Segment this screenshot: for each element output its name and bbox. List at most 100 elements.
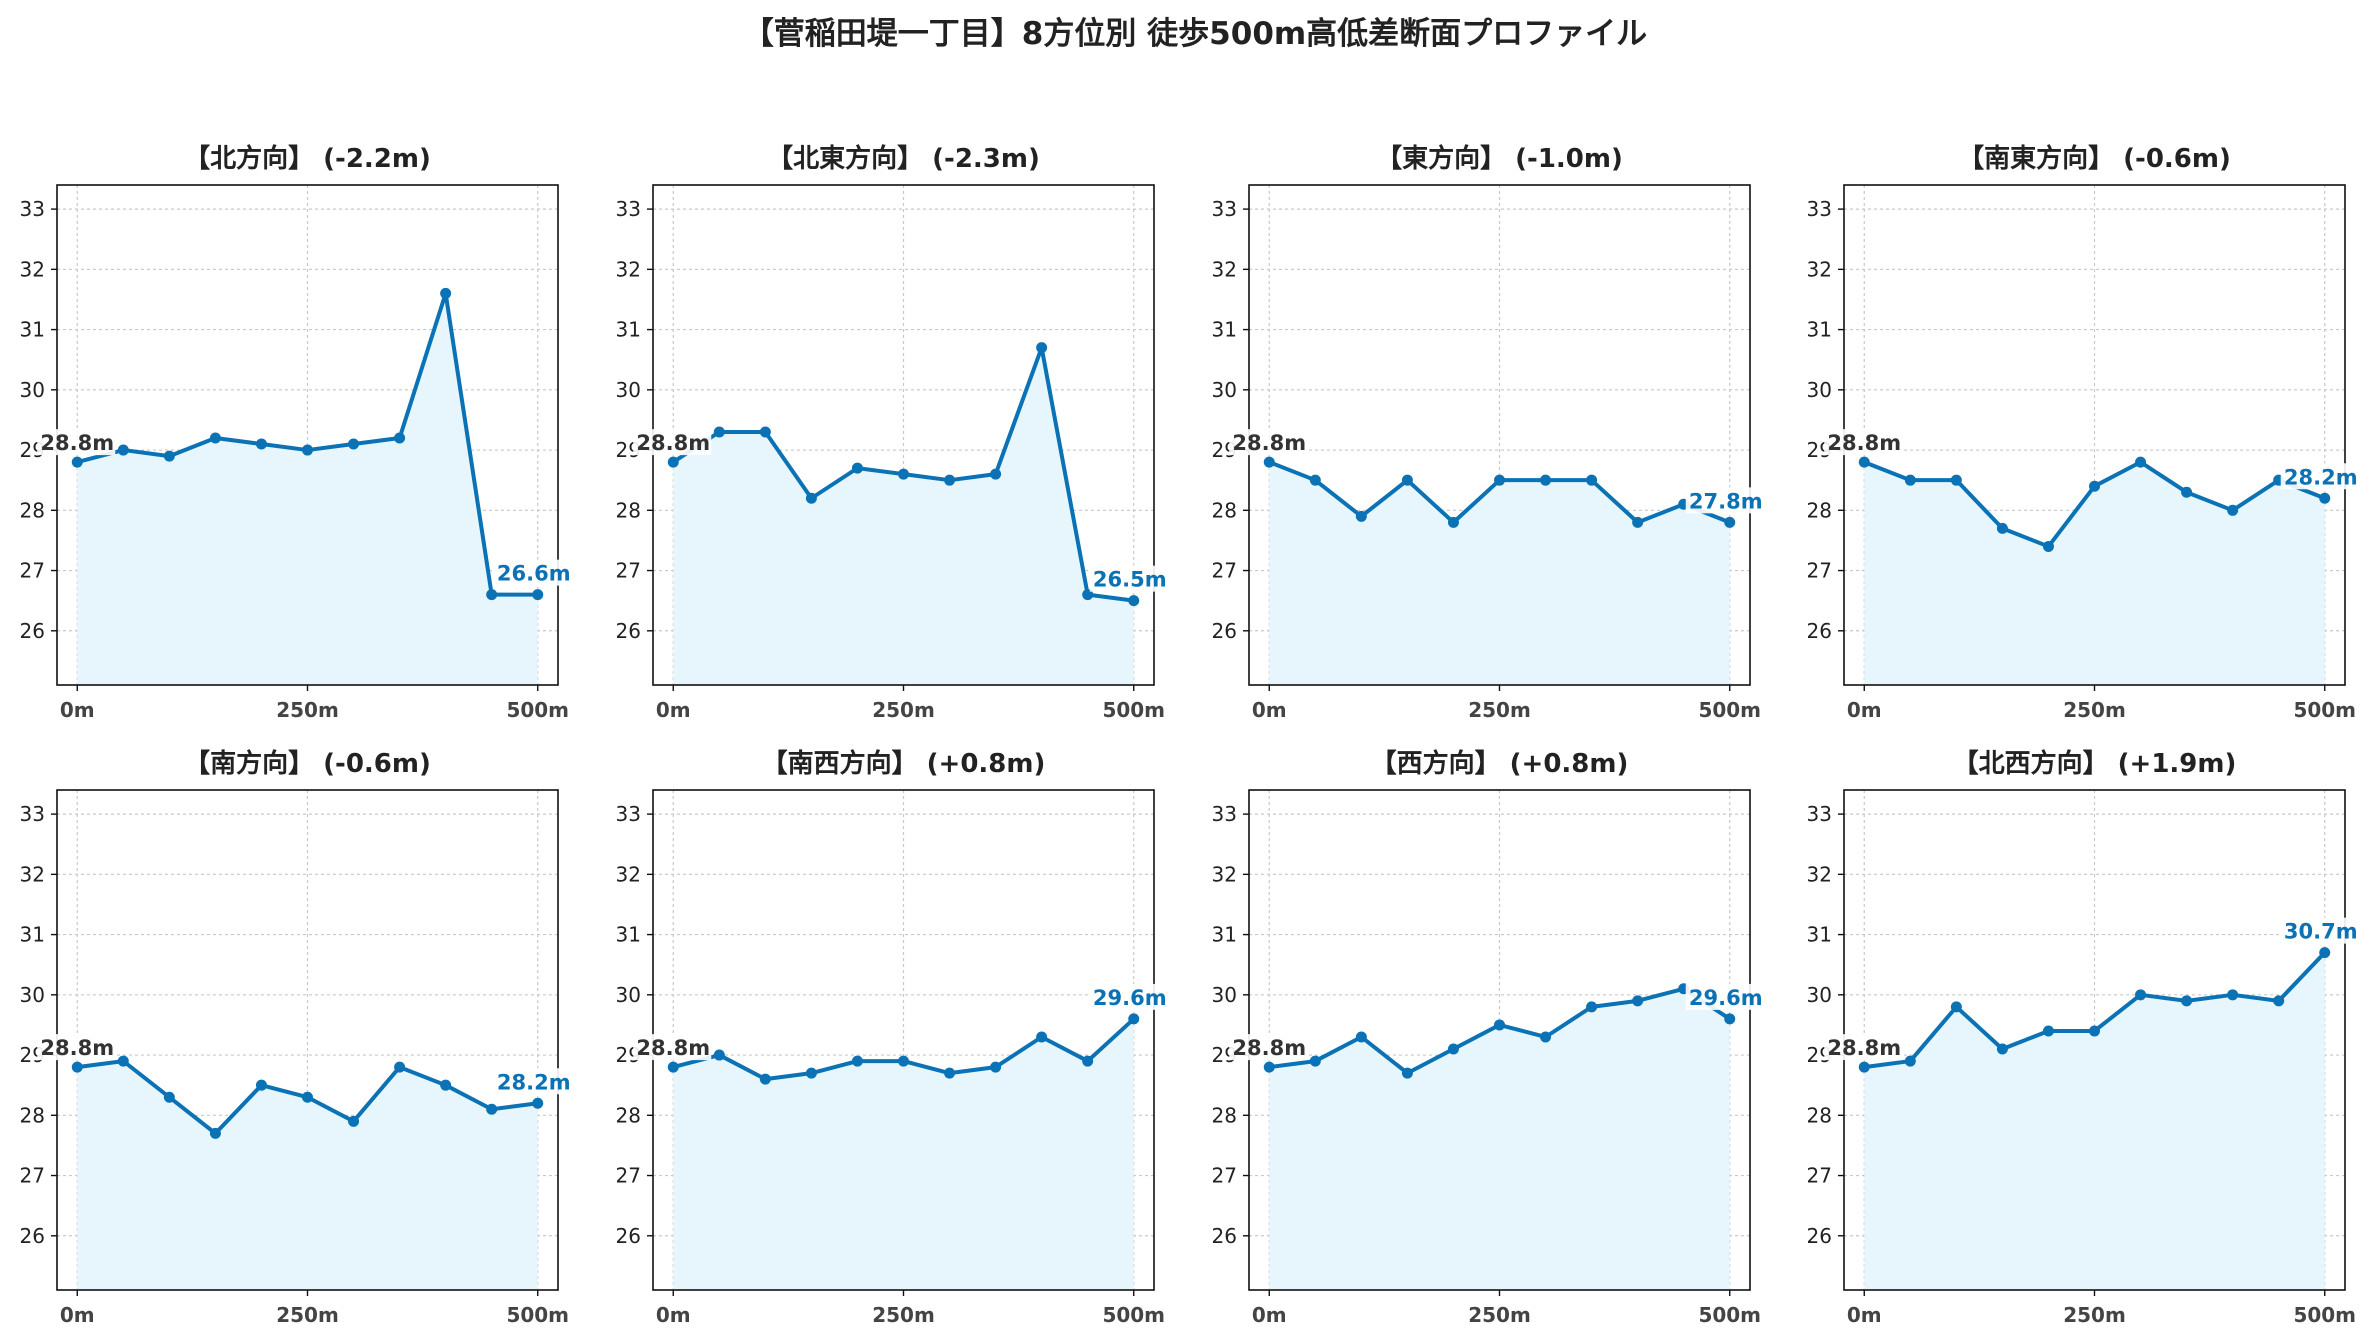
y-tick-label: 32 (20, 862, 45, 886)
data-point (759, 1073, 771, 1085)
y-tick-label: 26 (616, 619, 641, 643)
y-tick-label: 30 (616, 378, 641, 402)
data-point (759, 426, 771, 438)
x-tick-label: 0m (656, 1303, 691, 1327)
data-point (1950, 474, 1962, 486)
data-point (71, 1061, 83, 1073)
y-tick-label: 28 (1807, 498, 1832, 522)
x-tick-label: 500m (506, 698, 569, 722)
start-label-bg (633, 429, 712, 456)
data-point (713, 1049, 725, 1061)
end-label-bg (493, 559, 572, 586)
chart-title: 【北東方向】 (-2.3m) (767, 143, 1040, 174)
x-tick-label: 250m (1468, 1303, 1531, 1327)
area-fill (1269, 988, 1730, 1290)
data-point (1540, 474, 1552, 486)
y-tick-label: 33 (20, 802, 45, 826)
start-elevation-label: 28.8m (1827, 1036, 1901, 1060)
y-tick-label: 28 (616, 1103, 641, 1127)
x-tick-label: 500m (1698, 698, 1761, 722)
start-label-bg (1824, 1034, 1903, 1061)
y-tick-label: 32 (1212, 257, 1237, 281)
data-point (486, 589, 498, 601)
end-label-bg (1685, 983, 1764, 1010)
data-point (805, 1067, 817, 1079)
x-tick-label: 0m (60, 1303, 95, 1327)
chart-title: 【北方向】 (-2.2m) (184, 143, 431, 174)
y-tick-label: 26 (1212, 619, 1237, 643)
y-tick-label: 30 (616, 983, 641, 1007)
data-point (2042, 540, 2054, 552)
end-label-bg (1089, 983, 1168, 1010)
data-point (394, 1061, 406, 1073)
end-elevation-label: 29.6m (1093, 986, 1167, 1010)
data-point (1724, 516, 1736, 528)
area-fill (673, 347, 1134, 685)
data-point (2135, 989, 2147, 1001)
start-elevation-label: 28.8m (1232, 431, 1306, 455)
data-point (209, 1127, 221, 1139)
y-tick-label: 26 (616, 1224, 641, 1248)
start-label-bg (633, 1034, 712, 1061)
data-point (1355, 1031, 1367, 1043)
x-tick-label: 250m (276, 1303, 339, 1327)
data-point (2181, 995, 2193, 1007)
data-point (1904, 1055, 1916, 1067)
data-point (255, 438, 267, 450)
start-label-bg (1229, 1034, 1308, 1061)
data-point (1632, 516, 1644, 528)
data-point (990, 1061, 1002, 1073)
y-tick-label: 26 (1212, 1224, 1237, 1248)
start-elevation-label: 28.8m (636, 1036, 710, 1060)
data-point (348, 438, 360, 450)
x-tick-label: 250m (276, 698, 339, 722)
data-point (1036, 342, 1048, 354)
y-tick-label: 33 (1212, 802, 1237, 826)
chart-title: 【南西方向】 (+0.8m) (762, 748, 1046, 779)
data-point (1858, 456, 1870, 468)
data-point (667, 456, 679, 468)
area-fill (673, 1018, 1134, 1290)
data-point (1309, 1055, 1321, 1067)
end-elevation-label: 28.2m (497, 1070, 571, 1094)
y-tick-label: 30 (1807, 983, 1832, 1007)
y-tick-label: 26 (20, 619, 45, 643)
y-tick-label: 26 (1807, 1224, 1832, 1248)
x-tick-label: 500m (2293, 1303, 2356, 1327)
data-point (944, 1067, 956, 1079)
data-point (440, 287, 452, 299)
data-point (2089, 480, 2100, 492)
start-label-bg (1229, 429, 1308, 456)
end-elevation-label: 29.6m (1689, 986, 1763, 1010)
start-label-bg (37, 1034, 116, 1061)
y-tick-label: 27 (1807, 1164, 1832, 1188)
y-tick-label: 33 (1807, 802, 1832, 826)
x-tick-label: 500m (1102, 1303, 1165, 1327)
area-fill (77, 293, 538, 685)
data-point (1586, 1001, 1598, 1013)
y-tick-label: 33 (616, 197, 641, 221)
data-point (2042, 1025, 2054, 1037)
chart-title: 【東方向】 (-1.0m) (1376, 143, 1623, 174)
data-point (71, 456, 83, 468)
x-tick-label: 500m (2293, 698, 2356, 722)
data-point (302, 444, 313, 456)
y-tick-label: 33 (1212, 197, 1237, 221)
chart-title: 【北西方向】 (+1.9m) (1953, 748, 2237, 779)
y-tick-label: 32 (1212, 862, 1237, 886)
data-point (1494, 474, 1505, 486)
x-tick-label: 250m (2063, 1303, 2126, 1327)
data-point (944, 474, 956, 486)
end-label-bg (1089, 565, 1168, 592)
data-point (2089, 1025, 2100, 1037)
data-point (1586, 474, 1598, 486)
chart-title: 【西方向】 (+0.8m) (1371, 748, 1629, 779)
y-tick-label: 32 (616, 257, 641, 281)
y-tick-label: 27 (20, 559, 45, 583)
end-label-bg (2280, 463, 2359, 490)
